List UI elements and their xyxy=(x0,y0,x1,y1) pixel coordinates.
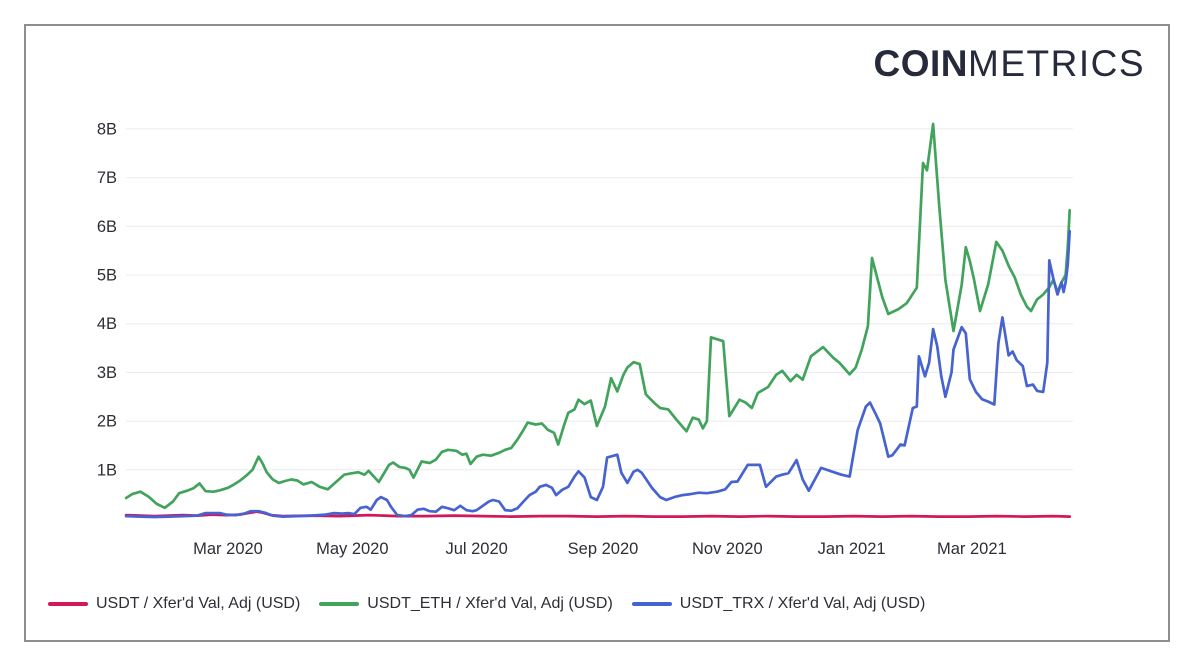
y-tick-label-7B: 7B xyxy=(97,169,117,187)
y-tick-label-1B: 1B xyxy=(97,461,117,479)
x-tick-label-sep-2020: Sep 2020 xyxy=(568,540,639,558)
legend-swatch-usdt-trx xyxy=(631,601,672,607)
x-tick-label-jan-2021: Jan 2021 xyxy=(818,540,886,558)
logo-text-bold: COIN xyxy=(873,43,968,84)
y-tick-label-5B: 5B xyxy=(97,267,117,285)
legend-swatch-usdt xyxy=(48,601,88,607)
x-tick-label-mar-2020: Mar 2020 xyxy=(193,540,263,558)
y-tick-label-2B: 2B xyxy=(97,413,117,431)
coinmetrics-logo: COINMETRICS xyxy=(874,45,1146,82)
x-tick-label-mar-2021: Mar 2021 xyxy=(937,540,1007,558)
legend-item-usdt-eth[interactable]: USDT_ETH / Xfer'd Val, Adj (USD) xyxy=(319,595,613,613)
y-tick-label-3B: 3B xyxy=(97,364,117,382)
y-tick-label-6B: 6B xyxy=(97,218,117,236)
series-line-2 xyxy=(124,229,1072,519)
chart-legend: USDT / Xfer'd Val, Adj (USD) USDT_ETH / … xyxy=(48,595,925,613)
logo-text-light: METRICS xyxy=(968,43,1145,84)
y-tick-label-8B: 8B xyxy=(97,120,117,138)
legend-swatch-usdt-eth xyxy=(319,601,360,607)
legend-label-usdt-eth: USDT_ETH / Xfer'd Val, Adj (USD) xyxy=(367,595,613,612)
x-tick-label-jul-2020: Jul 2020 xyxy=(445,540,507,558)
x-tick-label-nov-2020: Nov 2020 xyxy=(692,540,763,558)
legend-label-usdt: USDT / Xfer'd Val, Adj (USD) xyxy=(96,595,301,612)
series-line-1 xyxy=(124,122,1072,510)
legend-item-usdt[interactable]: USDT / Xfer'd Val, Adj (USD) xyxy=(48,595,300,613)
chart-card xyxy=(24,24,1170,642)
x-tick-label-may-2020: May 2020 xyxy=(316,540,388,558)
y-tick-label-4B: 4B xyxy=(97,315,117,333)
legend-item-usdt-trx[interactable]: USDT_TRX / Xfer'd Val, Adj (USD) xyxy=(631,595,926,613)
legend-label-usdt-trx: USDT_TRX / Xfer'd Val, Adj (USD) xyxy=(679,595,926,612)
